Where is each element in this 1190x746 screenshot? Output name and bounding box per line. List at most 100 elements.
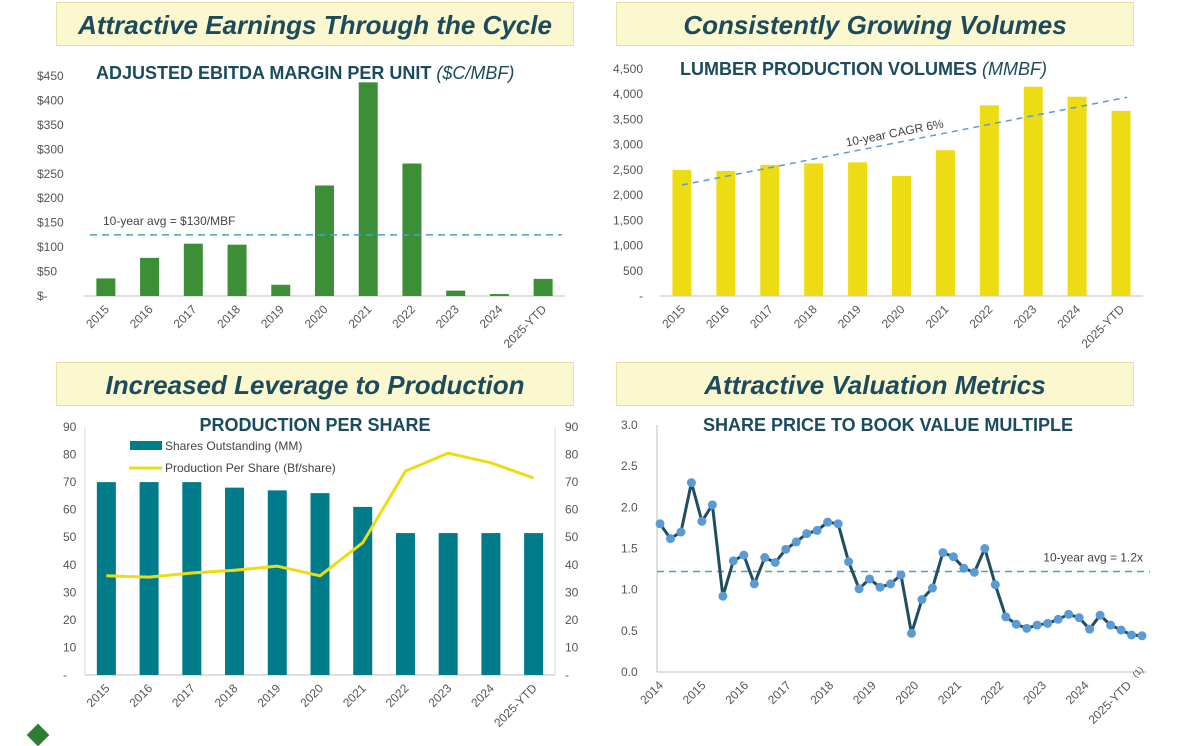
pb-point <box>1011 619 1021 629</box>
pb-point <box>990 580 1000 590</box>
pps-xtick: 2024 <box>468 681 497 710</box>
pb-ytick: 1.0 <box>621 583 638 597</box>
pb-point <box>1043 618 1053 628</box>
pb-point <box>802 529 812 539</box>
ebitda-ytick: $300 <box>37 142 64 156</box>
lumber-ytick: 2,000 <box>613 188 643 202</box>
pb-point <box>812 525 822 535</box>
pb-xtick: 2025-YTD <box>1086 678 1135 727</box>
ebitda-xtick: 2023 <box>433 302 462 331</box>
pb-point <box>1064 609 1074 619</box>
pb-point <box>655 519 665 529</box>
pb-point <box>1053 614 1063 624</box>
pb-xtick: 2016 <box>722 678 751 707</box>
pb-xtick: 2014 <box>637 678 666 707</box>
ebitda-bar <box>315 185 334 296</box>
pps-shares-bar <box>438 533 458 675</box>
pb-point <box>739 550 749 560</box>
pb-xtick: 2019 <box>850 678 879 707</box>
pb-point <box>749 579 759 589</box>
pps-production-line <box>106 451 535 579</box>
ebitda-xtick: 2019 <box>258 302 287 331</box>
lumber-bar <box>672 169 692 296</box>
ebitda-title-text: ADJUSTED EBITDA MARGIN PER UNIT <box>96 63 436 83</box>
ebitda-bar <box>446 290 466 296</box>
ebitda-bar <box>183 243 203 296</box>
pps-xtick: 2025-YTD <box>491 681 540 730</box>
pb-point <box>906 628 916 638</box>
pb-point <box>1032 620 1042 630</box>
pb-ytick: 2.0 <box>621 500 638 514</box>
ebitda-xtick: 2020 <box>302 302 331 331</box>
lumber-bar <box>935 150 955 296</box>
pb-point <box>959 563 969 573</box>
pps-ytick-right: 60 <box>565 503 579 517</box>
ebitda-bar <box>358 82 378 296</box>
pb-point <box>1095 610 1105 620</box>
lumber-title-text: LUMBER PRODUCTION VOLUMES <box>680 59 982 79</box>
pps-ytick-left: 10 <box>63 640 77 654</box>
pb-point <box>875 582 885 592</box>
ebitda-bar <box>489 294 509 296</box>
pb-point <box>1022 623 1032 633</box>
lumber-bar <box>716 170 736 296</box>
pps-ytick-left: 50 <box>63 530 77 544</box>
pb-point <box>1001 612 1011 622</box>
ebitda-ytick: $- <box>37 289 48 303</box>
lumber-ytick: 500 <box>623 264 643 278</box>
pb-ytick: 0.0 <box>621 665 638 679</box>
ebitda-xtick: 2015 <box>83 302 112 331</box>
pb-point <box>728 556 738 566</box>
lumber-ytick: 4,500 <box>613 62 643 76</box>
pps-ytick-right: 30 <box>565 585 579 599</box>
lumber-ytick: 3,500 <box>613 112 643 126</box>
lumber-bar <box>804 163 824 296</box>
ebitda-xtick: 2022 <box>389 302 418 331</box>
lumber-ytick: 1,000 <box>613 239 643 253</box>
pb-xtick: 2017 <box>765 678 794 707</box>
pps-legend-shares-label: Shares Outstanding (MM) <box>165 439 302 453</box>
lumber-trend-label: 10-year CAGR 6% <box>845 116 946 149</box>
pps-ytick-right: 70 <box>565 475 579 489</box>
ebitda-bar <box>96 278 116 296</box>
lumber-title-unit: (MMBF) <box>982 59 1047 79</box>
ebitda-bar <box>140 257 160 296</box>
pb-xtick: 2022 <box>978 678 1007 707</box>
ebitda-xtick: 2024 <box>477 302 506 331</box>
pb-ytick: 0.5 <box>621 624 638 638</box>
pps-shares-bar <box>395 533 415 675</box>
pb-point <box>1116 625 1126 635</box>
ebitda-ytick: $200 <box>37 191 64 205</box>
banner-earnings: Attractive Earnings Through the Cycle <box>56 2 574 46</box>
pb-point <box>1137 631 1147 641</box>
pps-xtick: 2017 <box>169 681 198 710</box>
pb-point <box>707 500 717 510</box>
ebitda-ytick: $450 <box>37 69 64 83</box>
pb-point <box>1074 613 1084 623</box>
pb-point <box>927 583 937 593</box>
pb-point <box>833 519 843 529</box>
pb-point <box>854 584 864 594</box>
ebitda-bar <box>227 244 247 296</box>
lumber-bar <box>1023 86 1043 297</box>
pb-point <box>886 579 896 589</box>
pb-point <box>948 552 958 562</box>
pb-point <box>686 478 696 488</box>
lumber-bar <box>1067 96 1087 296</box>
pb-point <box>823 517 833 527</box>
pb-point <box>770 557 780 567</box>
lumber-xtick: 2024 <box>1054 302 1083 331</box>
pb-point <box>1085 624 1095 634</box>
banner-leverage: Increased Leverage to Production <box>56 362 574 406</box>
pb-ytick: 3.0 <box>621 418 638 432</box>
pb-point <box>980 544 990 553</box>
pb-ytick: 1.5 <box>621 542 638 556</box>
lumber-xtick: 2025-YTD <box>1079 302 1128 351</box>
lumber-xtick: 2019 <box>835 302 864 331</box>
lumber-xtick: 2016 <box>703 302 732 331</box>
banner-valuation: Attractive Valuation Metrics <box>616 362 1134 406</box>
pps-shares-bar <box>225 487 245 675</box>
pb-point <box>781 544 791 554</box>
ebitda-avg-label: 10-year avg = $130/MBF <box>103 214 235 228</box>
